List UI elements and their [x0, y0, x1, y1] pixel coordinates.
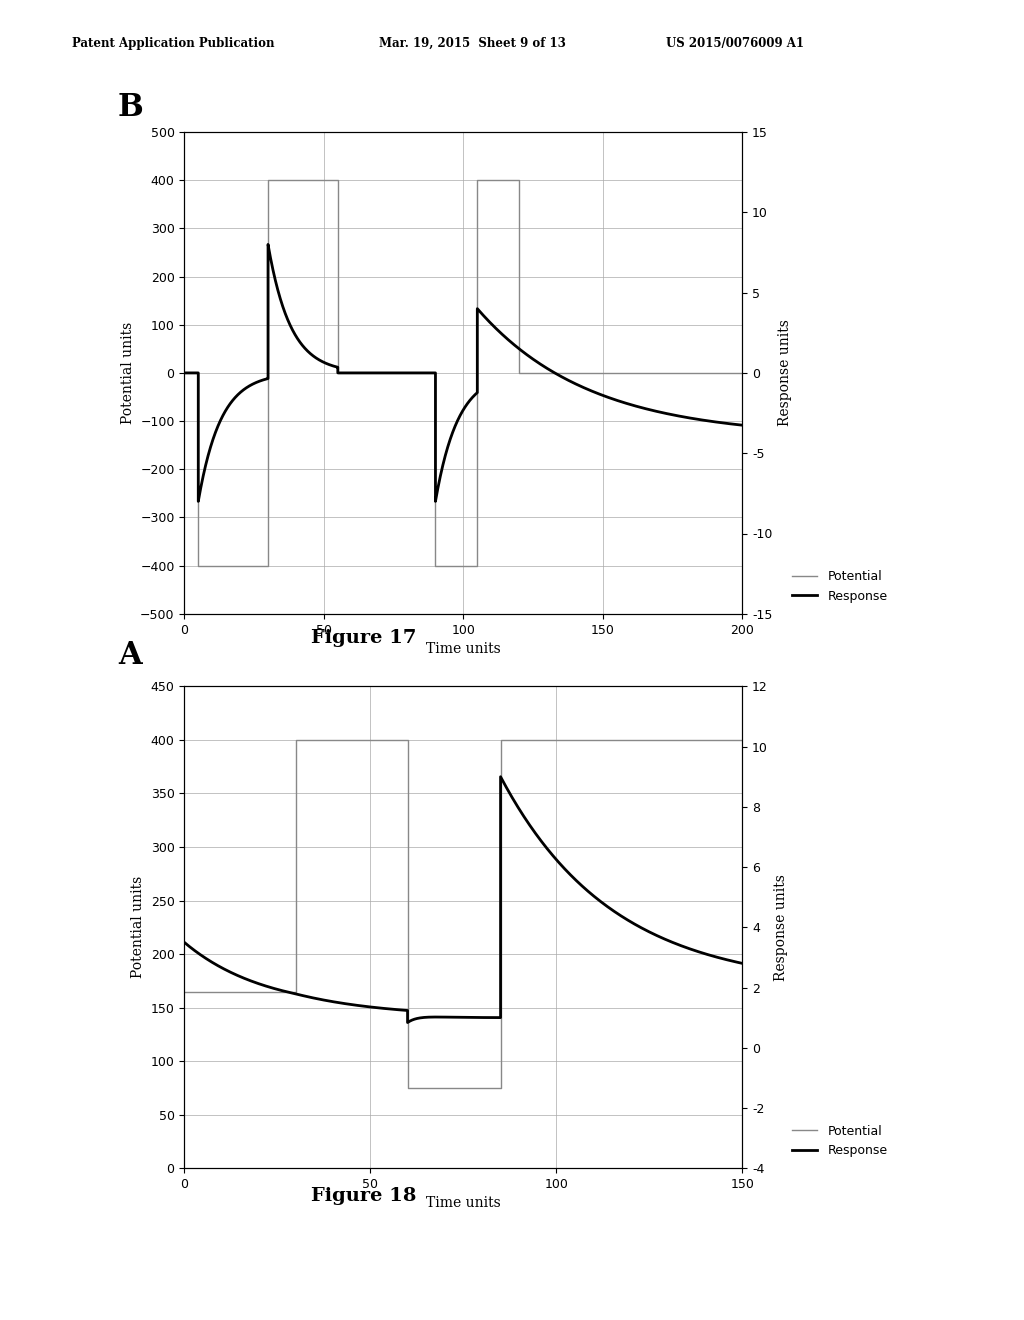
Y-axis label: Response units: Response units: [778, 319, 792, 426]
Text: B: B: [118, 92, 143, 123]
Text: Patent Application Publication: Patent Application Publication: [72, 37, 274, 50]
Text: A: A: [118, 640, 141, 671]
Legend: Potential, Response: Potential, Response: [787, 565, 892, 607]
Y-axis label: Response units: Response units: [773, 874, 787, 981]
Text: Figure 18: Figure 18: [311, 1187, 416, 1205]
X-axis label: Time units: Time units: [426, 1196, 501, 1210]
Y-axis label: Potential units: Potential units: [121, 322, 134, 424]
Legend: Potential, Response: Potential, Response: [787, 1119, 892, 1162]
X-axis label: Time units: Time units: [426, 642, 501, 656]
Text: US 2015/0076009 A1: US 2015/0076009 A1: [666, 37, 804, 50]
Y-axis label: Potential units: Potential units: [131, 876, 145, 978]
Text: Mar. 19, 2015  Sheet 9 of 13: Mar. 19, 2015 Sheet 9 of 13: [379, 37, 565, 50]
Text: Figure 17: Figure 17: [311, 628, 416, 647]
